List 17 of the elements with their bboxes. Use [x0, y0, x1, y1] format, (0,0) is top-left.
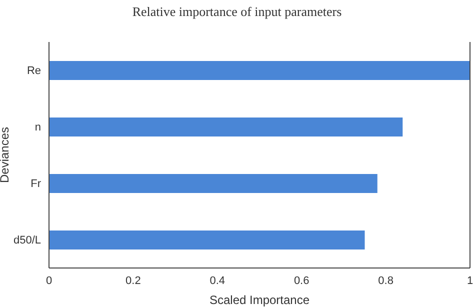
- bar: [49, 118, 403, 136]
- bar: [49, 61, 470, 80]
- y-tick-label: d50/L: [13, 234, 41, 247]
- x-tick-label: 0.8: [378, 274, 394, 287]
- x-tick-label: 0: [46, 274, 52, 287]
- y-axis-title: Deviances: [0, 126, 12, 184]
- bar: [49, 230, 365, 250]
- x-tick-label: 0.2: [126, 274, 141, 287]
- x-tick-label: 0.4: [210, 274, 226, 287]
- x-tick-label: 0.6: [294, 274, 310, 287]
- y-tick-label: Fr: [30, 178, 42, 190]
- y-tick-label: n: [34, 122, 41, 134]
- bar: [49, 174, 378, 193]
- y-tick-label: Re: [26, 65, 41, 78]
- chart-title: Relative importance of input parameters: [131, 3, 343, 21]
- x-tick-label: 1: [466, 274, 474, 287]
- x-axis-title: Scaled Importance: [209, 293, 310, 307]
